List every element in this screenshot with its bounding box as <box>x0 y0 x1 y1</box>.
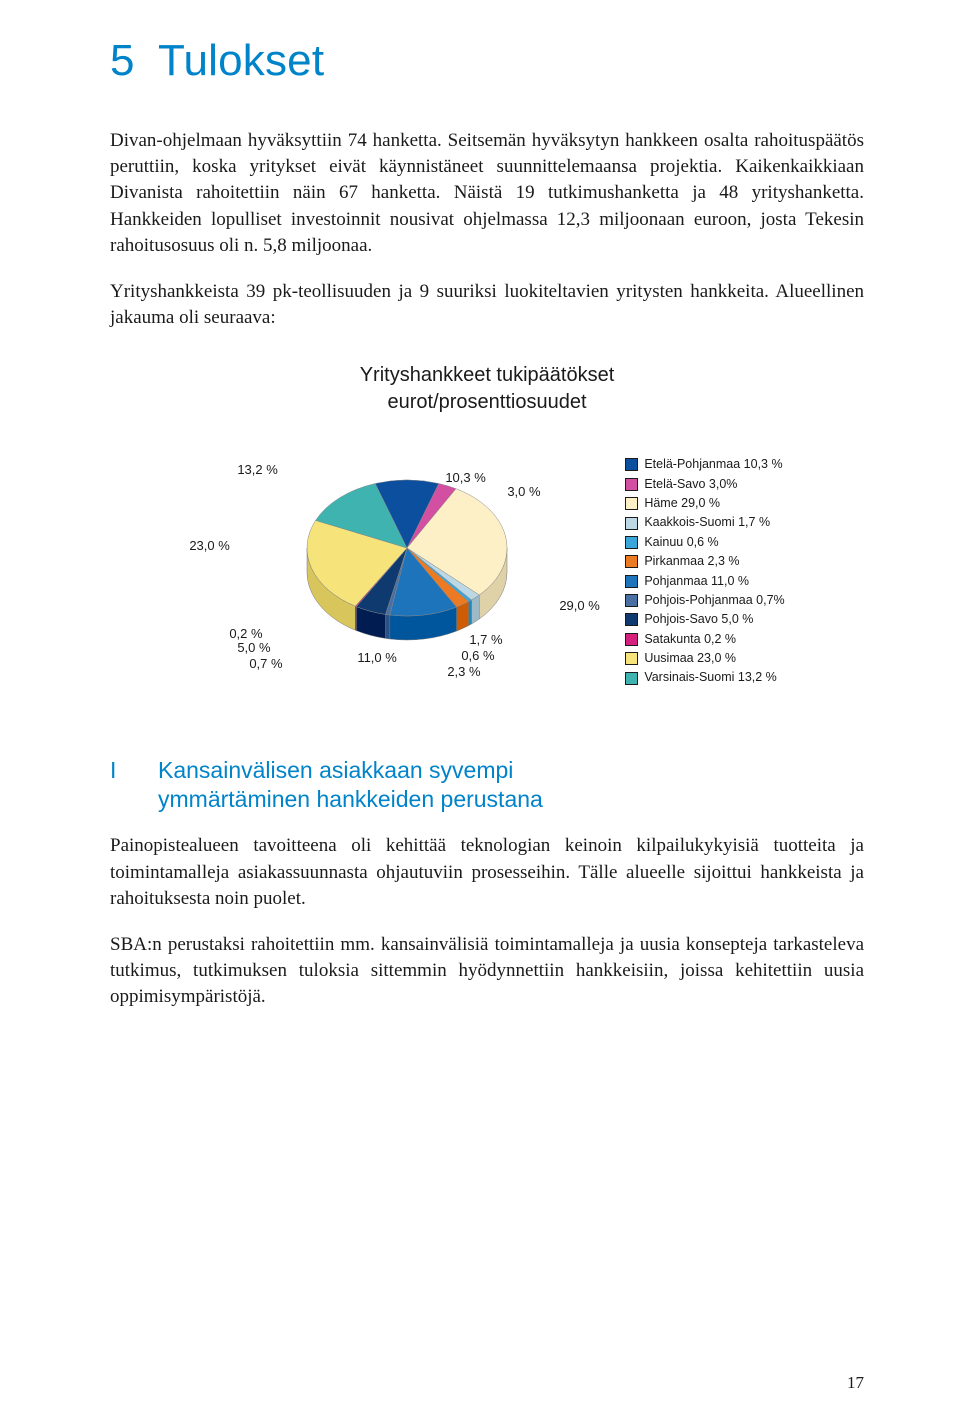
legend-item: Pohjanmaa 11,0 % <box>625 572 784 591</box>
subsection-title-line2: ymmärtäminen hankkeiden perustana <box>158 786 543 812</box>
callout-13-2: 13,2 % <box>237 462 277 477</box>
legend-item: Häme 29,0 % <box>625 494 784 513</box>
legend-swatch <box>625 458 638 471</box>
callout-5-0: 5,0 % <box>237 640 270 655</box>
legend-label: Pohjois-Pohjanmaa 0,7% <box>644 591 784 610</box>
callout-1-7: 1,7 % <box>469 632 502 647</box>
paragraph-4: SBA:n perustaksi rahoitettiin mm. kansai… <box>110 932 864 1011</box>
chart-title-line2: eurot/prosenttiosuudet <box>387 391 586 413</box>
legend-label: Etelä-Pohjanmaa 10,3 % <box>644 455 782 474</box>
legend-item: Uusimaa 23,0 % <box>625 649 784 668</box>
legend-swatch <box>625 517 638 530</box>
legend-item: Varsinais-Suomi 13,2 % <box>625 668 784 687</box>
section-number: 5 <box>110 36 158 86</box>
paragraph-2: Yrityshankkeista 39 pk-teollisuuden ja 9… <box>110 279 864 331</box>
legend-label: Satakunta 0,2 % <box>644 630 736 649</box>
legend-swatch <box>625 497 638 510</box>
callout-10-3: 10,3 % <box>445 470 485 485</box>
legend-item: Pohjois-Pohjanmaa 0,7% <box>625 591 784 610</box>
legend-item: Kainuu 0,6 % <box>625 533 784 552</box>
callout-11-0: 11,0 % <box>357 650 397 665</box>
legend-label: Varsinais-Suomi 13,2 % <box>644 668 776 687</box>
legend-swatch <box>625 478 638 491</box>
callout-0-7: 0,7 % <box>249 656 282 671</box>
callout-29-0: 29,0 % <box>559 598 599 613</box>
legend-label: Pirkanmaa 2,3 % <box>644 552 739 571</box>
chart-row: 13,2 % 23,0 % 0,2 % 5,0 % 0,7 % 11,0 % 1… <box>110 440 864 700</box>
callout-0-6: 0,6 % <box>461 648 494 663</box>
subsection-index: I <box>110 756 158 786</box>
legend-label: Etelä-Savo 3,0% <box>644 475 737 494</box>
page-number: 17 <box>847 1373 864 1393</box>
legend-item: Pirkanmaa 2,3 % <box>625 552 784 571</box>
legend-swatch <box>625 575 638 588</box>
legend-label: Häme 29,0 % <box>644 494 720 513</box>
legend-swatch <box>625 633 638 646</box>
callout-0-2: 0,2 % <box>229 626 262 641</box>
legend-item: Etelä-Pohjanmaa 10,3 % <box>625 455 784 474</box>
pie-legend: Etelä-Pohjanmaa 10,3 % Etelä-Savo 3,0% H… <box>625 455 784 688</box>
legend-swatch <box>625 594 638 607</box>
pie-container: 13,2 % 23,0 % 0,2 % 5,0 % 0,7 % 11,0 % 1… <box>189 440 609 700</box>
legend-swatch <box>625 613 638 626</box>
legend-label: Kaakkois-Suomi 1,7 % <box>644 513 770 532</box>
legend-swatch <box>625 652 638 665</box>
callout-23-0: 23,0 % <box>189 538 229 553</box>
legend-swatch <box>625 536 638 549</box>
legend-item: Kaakkois-Suomi 1,7 % <box>625 513 784 532</box>
paragraph-1: Divan-ohjelmaan hyväksyttiin 74 hanketta… <box>110 128 864 259</box>
legend-swatch <box>625 555 638 568</box>
callout-2-3: 2,3 % <box>447 664 480 679</box>
paragraph-3: Painopistealueen tavoitteena oli kehittä… <box>110 833 864 912</box>
chart-title-line1: Yrityshankkeet tukipäätökset <box>360 364 615 386</box>
legend-item: Etelä-Savo 3,0% <box>625 475 784 494</box>
legend-label: Pohjanmaa 11,0 % <box>644 572 749 591</box>
subsection-title-line1: Kansainvälisen asiakkaan syvempi <box>158 757 513 783</box>
section-heading: 5Tulokset <box>110 36 864 86</box>
legend-swatch <box>625 672 638 685</box>
callout-3-0: 3,0 % <box>507 484 540 499</box>
legend-label: Pohjois-Savo 5,0 % <box>644 610 753 629</box>
chart-title: Yrityshankkeet tukipäätökset eurot/prose… <box>110 362 864 416</box>
legend-label: Uusimaa 23,0 % <box>644 649 736 668</box>
legend-item: Pohjois-Savo 5,0 % <box>625 610 784 629</box>
legend-label: Kainuu 0,6 % <box>644 533 718 552</box>
pie-chart-block: Yrityshankkeet tukipäätökset eurot/prose… <box>110 362 864 700</box>
subsection-heading: IKansainvälisen asiakkaan syvempi ymmärt… <box>110 756 864 816</box>
subsection-index-spacer <box>110 785 158 815</box>
page: 5Tulokset Divan-ohjelmaan hyväksyttiin 7… <box>0 0 960 1421</box>
section-title-text: Tulokset <box>158 36 324 85</box>
legend-item: Satakunta 0,2 % <box>625 630 784 649</box>
